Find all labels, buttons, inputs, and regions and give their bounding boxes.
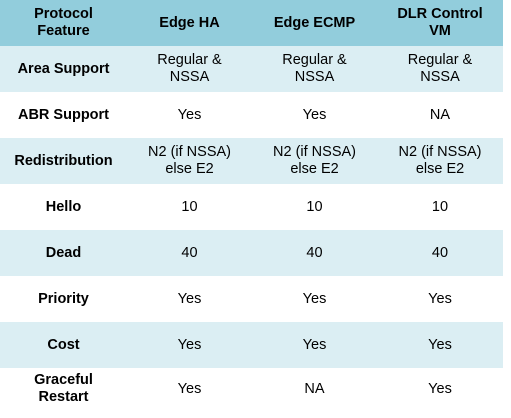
cell-dlr-control-vm: Yes: [377, 322, 503, 368]
cell-edge-ecmp: Yes: [252, 322, 377, 368]
cell-edge-ecmp: Yes: [302, 290, 327, 307]
table-row-area-support: Area Support Regular & NSSA Regular & NSSA…: [0, 46, 503, 92]
cell-edge-ha: 40: [127, 230, 252, 276]
row-label: Dead: [0, 230, 127, 276]
row-label: Area Support: [0, 46, 127, 92]
header-row: Protocol Feature Edge HA Edge ECMP DLR C…: [0, 0, 503, 46]
ospf-feature-table: Protocol Feature Edge HA Edge ECMP DLR C…: [0, 0, 503, 410]
cell-dlr-control-vm: Yes: [428, 380, 452, 397]
cell-dlr-control-vm: NA: [429, 106, 451, 123]
cell-dlr-control-vm: Regular & NSSA: [377, 46, 503, 92]
table-row-dead: Dead 40 40 40: [0, 230, 503, 276]
row-label: Cost: [0, 322, 127, 368]
cell-edge-ha: Yes: [127, 322, 252, 368]
header-protocol-feature: Protocol Feature: [0, 0, 127, 46]
cell-edge-ha: Yes: [177, 106, 202, 123]
cell-edge-ecmp: N2 (if NSSA) else E2: [252, 138, 377, 184]
cell-dlr-control-vm: N2 (if NSSA) else E2: [377, 138, 503, 184]
row-label: Hello: [45, 198, 82, 215]
cell-dlr-control-vm: 40: [377, 230, 503, 276]
table-row-abr-support: ABR Support Yes Yes NA: [0, 92, 503, 138]
table-row-priority: Priority Yes Yes Yes: [0, 276, 503, 322]
cell-edge-ecmp: 10: [306, 198, 323, 215]
table-row-redistribution: Redistribution N2 (if NSSA) else E2 N2 (i…: [0, 138, 503, 184]
header-dlr-control-vm: DLR Control VM: [377, 0, 503, 46]
table-row-graceful-restart: Graceful Restart Yes NA Yes: [0, 368, 503, 410]
cell-dlr-control-vm: Yes: [428, 290, 452, 307]
header-edge-ecmp: Edge ECMP: [252, 0, 377, 46]
table-row-hello: Hello 10 10 10: [0, 184, 503, 230]
cell-edge-ecmp: 40: [252, 230, 377, 276]
header-edge-ha: Edge HA: [127, 0, 252, 46]
row-label: Redistribution: [0, 138, 127, 184]
cell-edge-ecmp: Yes: [302, 106, 327, 123]
cell-edge-ha: Yes: [177, 380, 202, 397]
cell-edge-ha: Yes: [177, 290, 202, 307]
row-label: ABR Support: [17, 106, 109, 123]
row-label: Priority: [38, 290, 89, 307]
cell-edge-ha: Regular & NSSA: [127, 46, 252, 92]
cell-edge-ecmp: Regular & NSSA: [252, 46, 377, 92]
cell-edge-ha: N2 (if NSSA) else E2: [127, 138, 252, 184]
cell-edge-ecmp: NA: [304, 380, 325, 397]
row-label: Graceful Restart: [34, 372, 93, 405]
table-row-cost: Cost Yes Yes Yes: [0, 322, 503, 368]
cell-dlr-control-vm: 10: [431, 198, 449, 215]
cell-edge-ha: 10: [181, 198, 198, 215]
